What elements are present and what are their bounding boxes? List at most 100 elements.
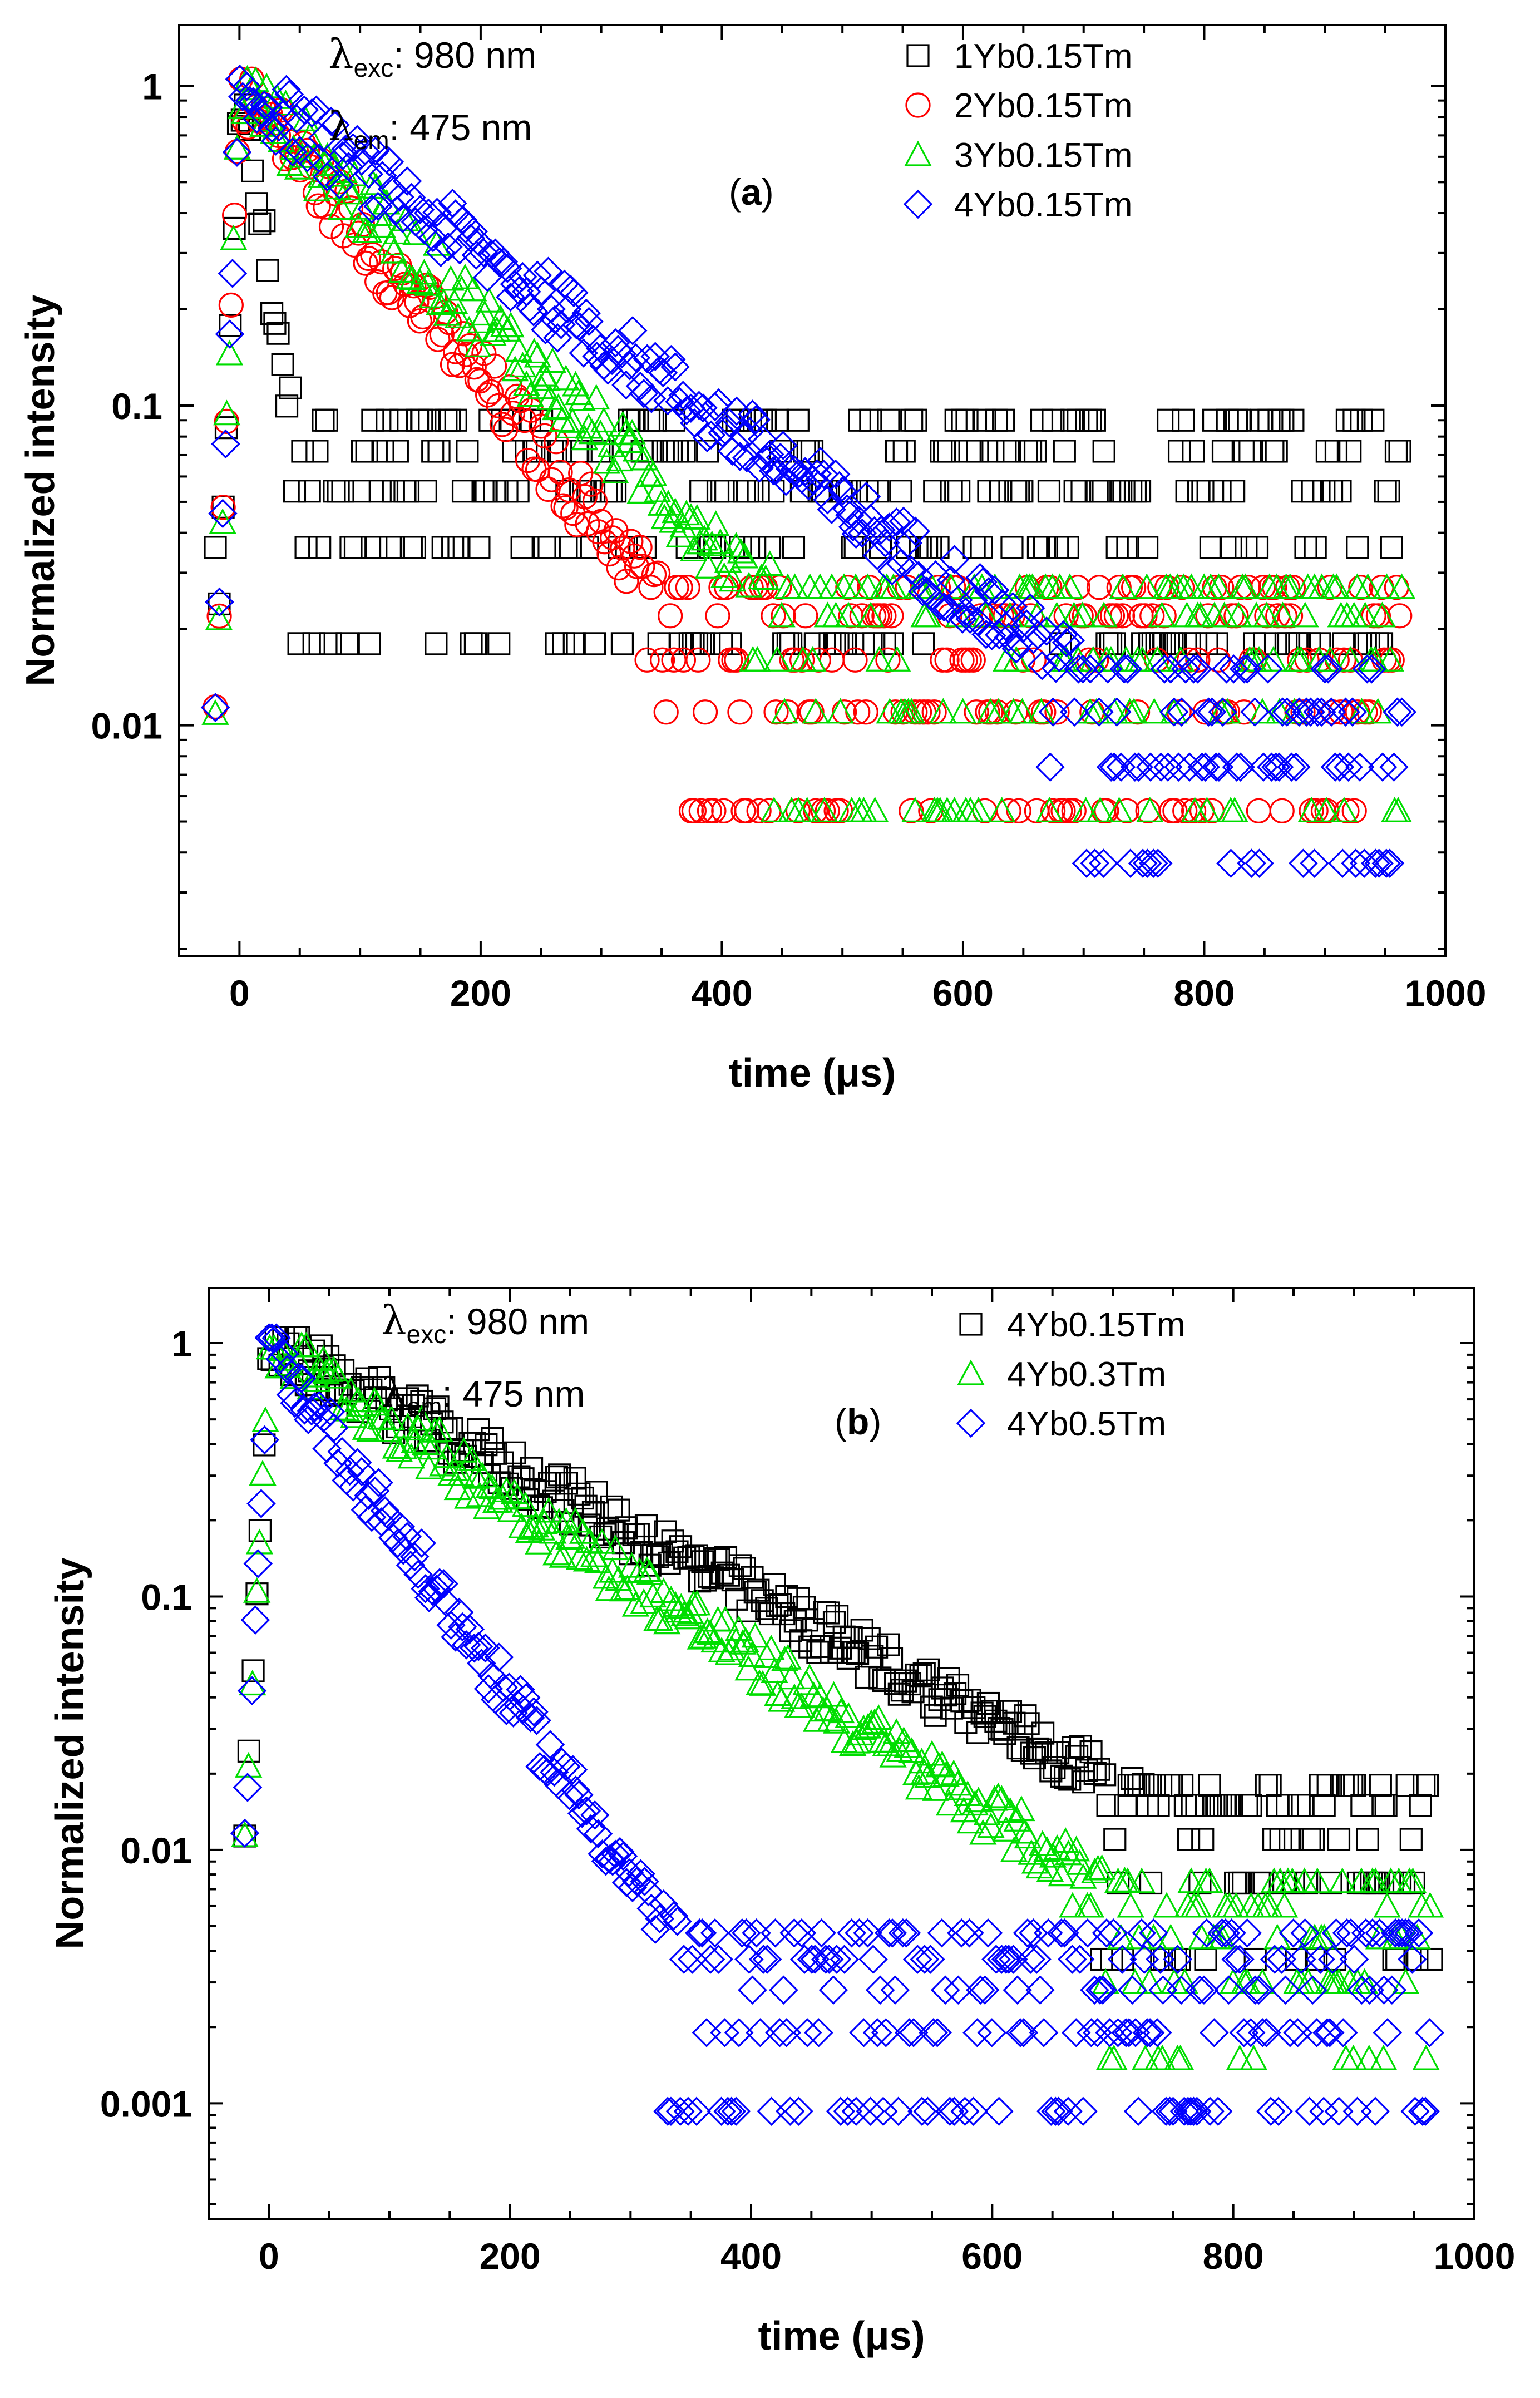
data-point (1351, 1968, 1379, 1994)
data-point (1368, 752, 1398, 782)
legend-label: 1Yb0.15Tm (954, 37, 1133, 76)
y-tick-label: 0.1 (141, 1576, 192, 1617)
legend-marker (956, 1408, 986, 1438)
data-point (727, 699, 753, 725)
data-point (1183, 654, 1213, 684)
data-point (571, 1796, 601, 1826)
data-point (771, 603, 796, 629)
data-point (1339, 2044, 1368, 2070)
data-point (327, 194, 355, 220)
data-point (586, 420, 615, 446)
data-point (807, 1918, 836, 1948)
data-point (550, 269, 579, 299)
data-point (670, 647, 697, 673)
data-point (677, 1598, 704, 1625)
data-point (500, 400, 526, 426)
data-point (842, 647, 868, 673)
data-point (274, 80, 304, 109)
data-point (999, 1700, 1023, 1723)
data-point (1365, 1918, 1394, 1948)
data-point (1399, 1828, 1423, 1851)
data-point (1400, 2096, 1430, 2126)
data-point (1191, 1828, 1215, 1851)
data-point (769, 1975, 798, 2005)
data-point (614, 1858, 644, 1888)
data-point (618, 316, 648, 346)
chart-panel-b: 0 200 400 600 800 1000 time (μs) 0.001 0.01 0.1 1 N… (48, 1287, 1515, 2358)
data-point (1198, 1774, 1221, 1797)
data-point (673, 440, 696, 463)
data-point (1099, 752, 1129, 782)
data-point (958, 1689, 981, 1712)
data-point (649, 1889, 679, 1919)
data-point (675, 575, 700, 600)
data-point (421, 1417, 449, 1443)
x-tick-label: 400 (720, 2236, 782, 2277)
data-point (1006, 798, 1031, 823)
data-point (484, 1642, 514, 1672)
data-point (361, 408, 384, 432)
data-point (793, 796, 821, 822)
data-point (426, 1416, 453, 1442)
data-point (994, 623, 1024, 652)
data-point (1336, 1774, 1359, 1797)
data-point (599, 1557, 626, 1583)
data-point (342, 1448, 372, 1478)
data-point (1324, 440, 1348, 463)
data-point (334, 152, 363, 181)
data-point (589, 1525, 613, 1549)
data-point (200, 693, 230, 722)
data-point (1300, 848, 1329, 878)
data-point (1143, 848, 1173, 878)
data-point (1211, 1918, 1241, 1948)
data-point (746, 798, 772, 823)
data-point (1197, 697, 1227, 727)
data-point (689, 480, 713, 503)
data-point (601, 328, 630, 358)
data-point (966, 440, 989, 463)
data-point (1059, 1892, 1087, 1918)
data-point (305, 440, 329, 463)
data-point (849, 603, 875, 629)
data-point (1316, 697, 1346, 727)
data-point (1221, 1945, 1251, 1974)
data-point (595, 1575, 623, 1601)
data-point (657, 344, 686, 374)
data-point (377, 1405, 406, 1430)
data-point (1375, 848, 1405, 878)
data-point (912, 1662, 936, 1685)
data-point (482, 353, 507, 379)
data-point (583, 632, 606, 655)
data-point (653, 699, 679, 725)
data-point (1052, 1827, 1079, 1853)
data-point (356, 245, 381, 272)
data-point (1324, 2096, 1354, 2126)
data-point (1044, 699, 1070, 725)
data-point (854, 1713, 882, 1739)
data-point (354, 159, 383, 189)
data-point (223, 134, 251, 160)
data-point (944, 1975, 973, 2005)
data-point (241, 1659, 265, 1682)
data-point (951, 597, 981, 627)
data-point (940, 1759, 968, 1785)
data-point (1083, 408, 1106, 432)
data-point (712, 1605, 739, 1631)
data-point (1117, 1892, 1144, 1918)
data-point (760, 796, 788, 822)
data-point (475, 287, 503, 313)
data-point (467, 1649, 496, 1678)
data-point (1270, 1892, 1299, 1918)
data-point (877, 1633, 900, 1656)
data-point (822, 1708, 851, 1734)
data-point (1182, 440, 1205, 463)
data-point (441, 536, 465, 559)
data-point (1253, 601, 1281, 628)
data-point (758, 456, 788, 486)
data-point (1088, 1854, 1116, 1880)
data-point (660, 352, 690, 382)
data-point (676, 393, 706, 423)
data-point (653, 386, 683, 416)
data-point (1094, 798, 1119, 823)
data-point (361, 136, 390, 166)
